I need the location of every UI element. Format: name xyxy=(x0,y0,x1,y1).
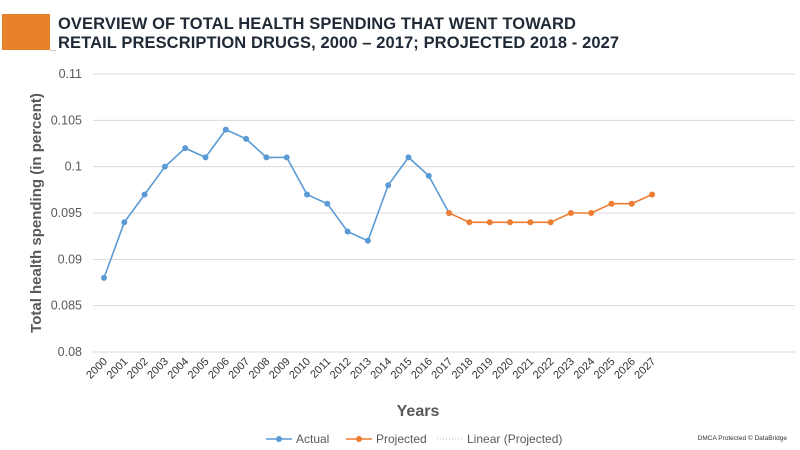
data-point-actual-2001 xyxy=(121,219,128,226)
y-tick-label-5: 0.105 xyxy=(51,113,82,127)
x-tick-label-2016: 2016 xyxy=(409,356,435,382)
data-point-actual-2005 xyxy=(202,154,209,161)
legend-marker-actual xyxy=(276,436,282,442)
x-tick-label-2005: 2005 xyxy=(186,356,212,382)
data-point-actual-2010 xyxy=(304,191,310,198)
x-tick-label-2026: 2026 xyxy=(612,356,638,382)
y-tick-label-2: 0.09 xyxy=(58,252,82,266)
data-point-projected-2026 xyxy=(628,200,635,207)
data-point-projected-2020 xyxy=(507,219,513,226)
x-tick-label-2021: 2021 xyxy=(511,356,537,382)
x-axis-label: Years xyxy=(397,403,440,420)
data-point-actual-2003 xyxy=(161,163,168,170)
x-tick-label-2008: 2008 xyxy=(247,356,273,382)
x-tick-label-2015: 2015 xyxy=(389,356,415,382)
x-tick-label-2020: 2020 xyxy=(490,356,516,382)
x-tick-label-2013: 2013 xyxy=(348,356,374,382)
data-point-actual-2013 xyxy=(364,237,371,244)
title-accent-block xyxy=(2,14,50,50)
x-tick-label-2012: 2012 xyxy=(328,356,354,382)
data-point-projected-2024 xyxy=(588,210,595,216)
y-tick-label-1: 0.085 xyxy=(51,299,82,313)
x-tick-label-2014: 2014 xyxy=(369,356,395,382)
data-point-actual-2014 xyxy=(385,182,392,189)
data-point-actual-2004 xyxy=(182,145,189,152)
series-line-projected xyxy=(448,193,653,224)
x-tick-label-2000: 2000 xyxy=(84,356,110,382)
data-point-projected-2022 xyxy=(547,219,554,226)
series-layer xyxy=(101,126,656,281)
x-tick-label-2001: 2001 xyxy=(105,356,131,382)
x-tick-label-2002: 2002 xyxy=(125,356,151,382)
chart-title: OVERVIEW OF TOTAL HEALTH SPENDING THAT W… xyxy=(58,15,619,53)
data-point-actual-2002 xyxy=(141,191,148,198)
y-tick-label-6: 0.11 xyxy=(59,67,82,81)
legend-label-actual: Actual xyxy=(296,432,329,446)
y-tick-label-0: 0.08 xyxy=(58,345,82,359)
data-point-actual-2015 xyxy=(405,154,412,161)
y-tick-label-3: 0.095 xyxy=(51,206,82,220)
x-tick-label-2019: 2019 xyxy=(470,356,496,382)
data-point-actual-2006 xyxy=(222,126,229,133)
chart-title-line-1: OVERVIEW OF TOTAL HEALTH SPENDING THAT W… xyxy=(58,15,577,33)
watermark: DMCA Protected © DataBridge xyxy=(697,435,787,442)
data-point-actual-2016 xyxy=(425,172,432,179)
x-tick-label-2010: 2010 xyxy=(287,356,313,382)
data-point-actual-2007 xyxy=(243,135,250,142)
x-tick-label-2018: 2018 xyxy=(450,356,476,382)
y-axis-ticks: 0.08 0.085 0.09 0.095 0.1 0.105 0.11 xyxy=(51,67,82,359)
x-tick-label-2027: 2027 xyxy=(632,356,658,382)
data-point-projected-2027 xyxy=(649,191,656,198)
series-line-actual xyxy=(103,128,450,279)
x-tick-label-2024: 2024 xyxy=(572,356,598,382)
x-tick-label-2003: 2003 xyxy=(145,356,171,382)
x-tick-label-2009: 2009 xyxy=(267,356,293,382)
x-tick-label-2023: 2023 xyxy=(551,356,577,382)
data-point-projected-2025 xyxy=(608,200,615,207)
x-tick-label-2017: 2017 xyxy=(429,356,455,382)
x-tick-label-2022: 2022 xyxy=(531,356,557,382)
data-point-actual-2011 xyxy=(324,200,331,207)
data-point-projected-2017 xyxy=(446,210,453,216)
x-axis-ticks: 2000200120022003200420052006200720082009… xyxy=(84,356,658,382)
x-tick-label-2011: 2011 xyxy=(308,356,333,381)
data-point-projected-2021 xyxy=(527,219,534,226)
legend-label-linear-projected: Linear (Projected) xyxy=(467,432,562,446)
legend: Actual Projected Linear (Projected) xyxy=(266,432,562,446)
y-tick-label-4: 0.1 xyxy=(65,160,82,174)
title-accent-line xyxy=(50,50,56,51)
chart-title-line-2: RETAIL PRESCRIPTION DRUGS, 2000 – 2017; … xyxy=(58,34,620,52)
data-point-projected-2023 xyxy=(567,210,574,216)
data-point-projected-2019 xyxy=(486,219,493,226)
x-tick-label-2006: 2006 xyxy=(206,356,232,382)
data-point-actual-2000 xyxy=(101,274,107,281)
x-tick-label-2004: 2004 xyxy=(166,356,192,382)
y-axis-label: Total health spending (in percent) xyxy=(28,93,45,333)
data-point-actual-2008 xyxy=(263,154,270,161)
data-point-actual-2012 xyxy=(344,228,351,235)
data-point-projected-2018 xyxy=(466,219,473,226)
legend-marker-projected xyxy=(356,436,362,442)
x-tick-label-2007: 2007 xyxy=(226,356,252,382)
data-point-actual-2009 xyxy=(283,154,290,161)
x-tick-label-2025: 2025 xyxy=(592,356,618,382)
gridlines xyxy=(93,73,795,353)
legend-label-projected: Projected xyxy=(376,432,427,446)
